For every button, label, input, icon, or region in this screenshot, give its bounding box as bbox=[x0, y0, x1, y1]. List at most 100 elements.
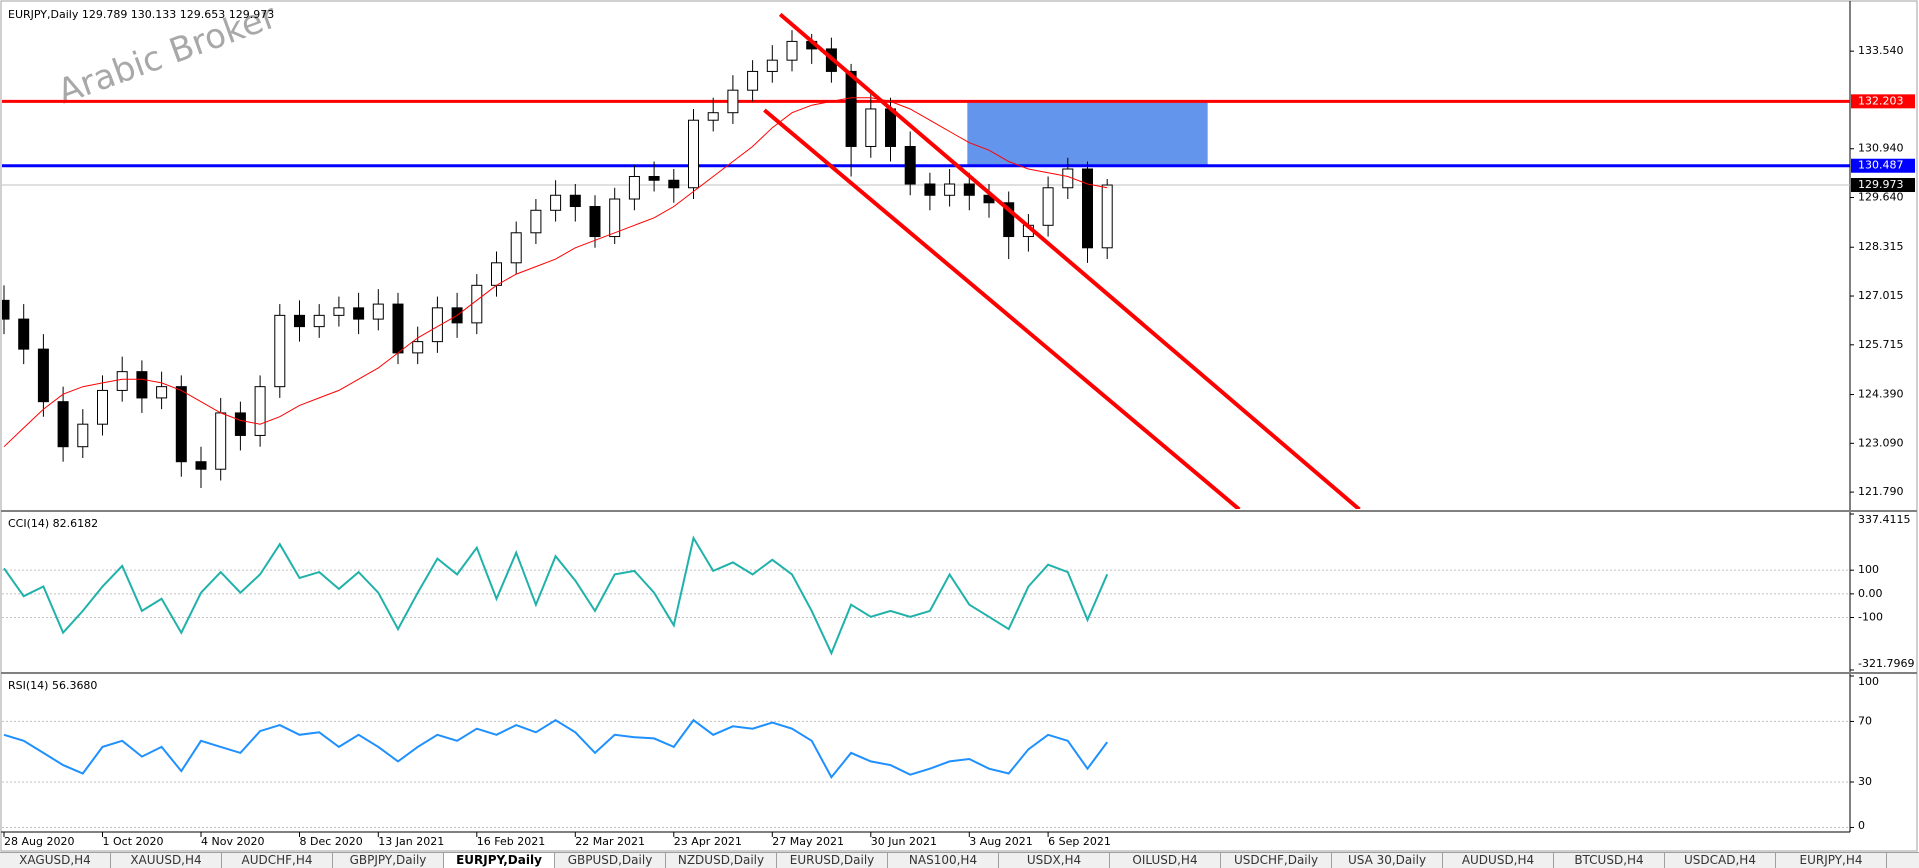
candle-body bbox=[1042, 187, 1054, 226]
trend-line bbox=[763, 108, 1241, 509]
candle-body bbox=[1101, 184, 1113, 249]
chart-tab[interactable]: EURJPY,H4 bbox=[1776, 853, 1887, 868]
candle-body bbox=[609, 198, 621, 238]
candle-body bbox=[412, 341, 424, 354]
price-box-label: 129.973 bbox=[1858, 178, 1904, 191]
x-tick-label: 4 Nov 2020 bbox=[201, 835, 264, 848]
chart-tab[interactable]: GBPUSD,Daily bbox=[555, 853, 666, 868]
panel-title: CCI(14) 82.6182 bbox=[8, 517, 98, 530]
price-box bbox=[1851, 178, 1915, 193]
y-tick-label: 123.090 bbox=[1858, 436, 1904, 449]
chart-tab[interactable]: XAGUSD,H4 bbox=[0, 853, 111, 868]
x-tick-label: 13 Jan 2021 bbox=[378, 835, 444, 848]
y-tick-label: 30 bbox=[1858, 775, 1872, 788]
candle-body bbox=[1062, 168, 1074, 189]
chart-tab[interactable]: NAS100,H4 bbox=[888, 853, 999, 868]
y-tick-label: 125.715 bbox=[1858, 338, 1904, 351]
price-panel bbox=[2, 12, 1850, 509]
y-tick-label: 0.00 bbox=[1858, 587, 1883, 600]
tab-bar: XAGUSD,H4 XAUUSD,H4 AUDCHF,H4 GBPJPY,Daily E… bbox=[0, 852, 1919, 868]
candle-body bbox=[254, 386, 266, 436]
chart-tab[interactable]: USDCHF,Daily bbox=[1221, 853, 1332, 868]
candle-body bbox=[175, 386, 187, 463]
y-tick-label: 129.640 bbox=[1858, 191, 1904, 204]
chart-tab[interactable]: EURUSD,Daily bbox=[777, 853, 888, 868]
chart-tab[interactable]: OILUSD,H4 bbox=[1110, 853, 1221, 868]
candle-body bbox=[707, 112, 719, 121]
candle-body bbox=[569, 194, 581, 208]
candle-body bbox=[392, 303, 404, 354]
candle-body bbox=[156, 386, 168, 399]
y-tick-label: 133.540 bbox=[1858, 44, 1904, 57]
candle-body bbox=[37, 348, 49, 403]
candle-body bbox=[668, 179, 680, 189]
chart-tab[interactable]: AUDCHF,H4 bbox=[222, 853, 333, 868]
candle-body bbox=[274, 314, 286, 388]
candle-body bbox=[688, 119, 699, 189]
x-tick-label: 3 Aug 2021 bbox=[969, 835, 1032, 848]
candle-body bbox=[845, 70, 857, 147]
y-tick-label: 127.015 bbox=[1858, 289, 1904, 302]
candle-body bbox=[530, 209, 542, 234]
candle-body bbox=[865, 108, 877, 147]
candle-body bbox=[904, 145, 916, 185]
x-tick-label: 27 May 2021 bbox=[772, 835, 844, 848]
candle-body bbox=[550, 194, 562, 211]
candle-body bbox=[963, 183, 975, 196]
chart-tab[interactable]: NZDUSD,Daily bbox=[666, 853, 777, 868]
y-tick-label: 130.940 bbox=[1858, 142, 1904, 155]
chart-tab[interactable]: USDCAD,H4 bbox=[1665, 853, 1776, 868]
chart-tab[interactable]: AUDUSD,H4 bbox=[1443, 853, 1554, 868]
price-box bbox=[1851, 158, 1915, 173]
candle-body bbox=[766, 59, 778, 72]
y-tick-label: -321.7969 bbox=[1858, 657, 1914, 670]
candle-body bbox=[333, 307, 345, 316]
y-tick-label: 100 bbox=[1858, 563, 1879, 576]
y-tick-label: 0 bbox=[1858, 819, 1865, 832]
zone bbox=[967, 101, 1208, 166]
candle-body bbox=[510, 232, 522, 264]
chart-tab[interactable]: BTCUSD,H4 bbox=[1554, 853, 1665, 868]
panel-title: RSI(14) 56.3680 bbox=[8, 679, 97, 692]
candle-body bbox=[234, 412, 246, 436]
y-tick-label: 124.390 bbox=[1858, 388, 1904, 401]
x-tick-label: 1 Oct 2020 bbox=[103, 835, 164, 848]
candle-body bbox=[195, 461, 207, 470]
rsi-panel bbox=[2, 718, 1850, 828]
candle-body bbox=[727, 89, 739, 114]
candle-body bbox=[747, 70, 759, 91]
chart-tab[interactable]: USDX,H4 bbox=[999, 853, 1110, 868]
x-tick-label: 8 Dec 2020 bbox=[300, 835, 363, 848]
y-tick-label: 337.4115 bbox=[1858, 513, 1911, 526]
chart-tab[interactable]: GBPJPY,Daily bbox=[333, 853, 444, 868]
indicator-line bbox=[3, 535, 1109, 656]
candle-body bbox=[18, 318, 30, 350]
candle-body bbox=[786, 40, 798, 61]
cci-panel bbox=[2, 535, 1850, 656]
candle-body bbox=[353, 307, 365, 320]
candle-body bbox=[885, 108, 896, 147]
candle-body bbox=[116, 371, 128, 391]
candle-body bbox=[491, 262, 502, 286]
y-tick-label: 70 bbox=[1858, 714, 1872, 727]
price-box bbox=[1851, 94, 1915, 109]
chart-tab[interactable]: EURJPY,Daily bbox=[444, 853, 555, 868]
chart-tab[interactable]: XAUUSD,H4 bbox=[111, 853, 222, 868]
candle-body bbox=[944, 183, 956, 196]
candle-body bbox=[1082, 168, 1093, 249]
candle-body bbox=[1003, 202, 1015, 238]
candle-body bbox=[294, 314, 305, 328]
panel-title: EURJPY,Daily 129.789 130.133 129.653 129… bbox=[8, 8, 274, 21]
candle-body bbox=[2, 299, 10, 320]
axes: EURJPY,Daily 129.789 130.133 129.653 129… bbox=[3, 8, 1915, 848]
candle-body bbox=[628, 176, 640, 200]
x-tick-label: 16 Feb 2021 bbox=[477, 835, 545, 848]
chart-tab[interactable]: USA 30,Daily bbox=[1332, 853, 1443, 868]
candle-body bbox=[77, 423, 89, 448]
candle-body bbox=[431, 307, 443, 343]
x-tick-label: 23 Apr 2021 bbox=[674, 835, 742, 848]
x-tick-label: 28 Aug 2020 bbox=[4, 835, 74, 848]
